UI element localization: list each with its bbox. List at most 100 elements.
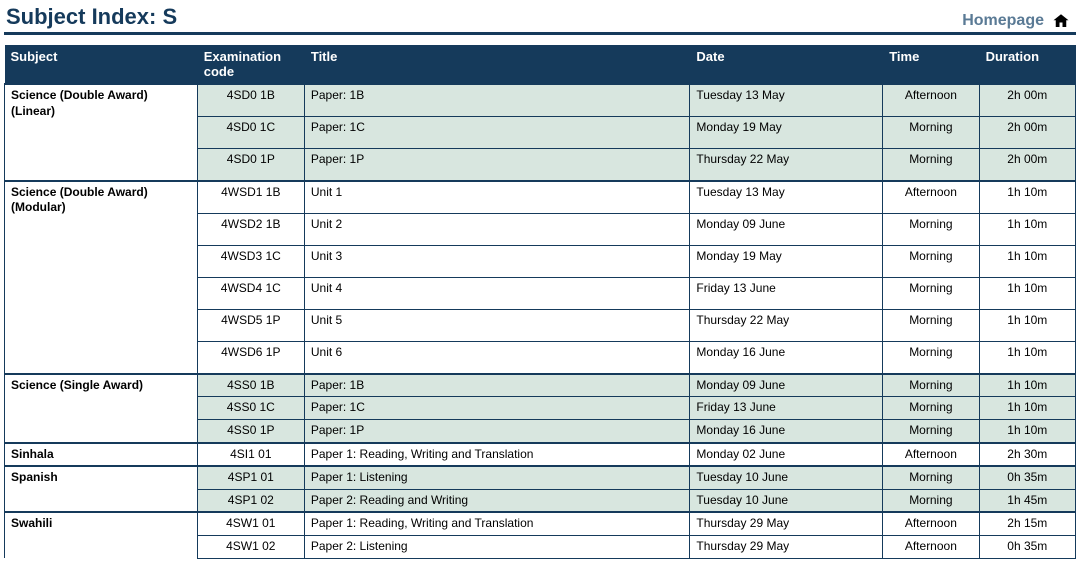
title-cell: Paper: 1B bbox=[304, 374, 690, 397]
time-cell: Morning bbox=[883, 117, 979, 139]
exam-code-cell: 4WSD6 1P bbox=[197, 342, 304, 364]
duration-cell: 1h 10m bbox=[979, 374, 1075, 397]
table-row: Science (Double Award) (Modular)4WSD1 1B… bbox=[5, 181, 1076, 204]
time-cell: Morning bbox=[883, 420, 979, 443]
column-header: Duration bbox=[979, 45, 1075, 84]
exam-code-cell: 4SI1 01 bbox=[197, 443, 304, 467]
time-cell: Morning bbox=[883, 374, 979, 397]
title-cell: Paper 2: Listening bbox=[304, 536, 690, 559]
duration-cell: 1h 10m bbox=[979, 245, 1075, 267]
exam-code-cell: 4WSD2 1B bbox=[197, 213, 304, 235]
home-icon[interactable] bbox=[1052, 12, 1070, 30]
column-header: Subject bbox=[5, 45, 198, 84]
time-cell: Morning bbox=[883, 149, 979, 171]
time-cell: Afternoon bbox=[883, 84, 979, 107]
date-cell: Monday 19 May bbox=[690, 117, 883, 139]
exam-code-cell: 4WSD5 1P bbox=[197, 310, 304, 332]
exam-code-cell: 4SS0 1P bbox=[197, 420, 304, 443]
time-cell: Morning bbox=[883, 213, 979, 235]
subject-cell: Swahili bbox=[5, 512, 198, 558]
time-cell: Afternoon bbox=[883, 181, 979, 204]
table-row: Swahili4SW1 01Paper 1: Reading, Writing … bbox=[5, 512, 1076, 535]
time-cell: Morning bbox=[883, 466, 979, 489]
time-cell: Afternoon bbox=[883, 443, 979, 467]
column-header: Examinationcode bbox=[197, 45, 304, 84]
duration-cell: 1h 10m bbox=[979, 420, 1075, 443]
date-cell: Thursday 22 May bbox=[690, 149, 883, 171]
exam-code-cell: 4WSD3 1C bbox=[197, 245, 304, 267]
date-cell: Tuesday 13 May bbox=[690, 181, 883, 204]
subject-cell: Science (Single Award) bbox=[5, 374, 198, 443]
date-cell: Thursday 29 May bbox=[690, 512, 883, 535]
subject-cell: Spanish bbox=[5, 466, 198, 512]
exam-code-cell: 4SD0 1C bbox=[197, 117, 304, 139]
exam-code-cell: 4SW1 01 bbox=[197, 512, 304, 535]
duration-cell: 1h 45m bbox=[979, 489, 1075, 512]
table-row: Science (Single Award)4SS0 1BPaper: 1BMo… bbox=[5, 374, 1076, 397]
column-header: Date bbox=[690, 45, 883, 84]
date-cell: Friday 13 June bbox=[690, 278, 883, 300]
table-row: Sinhala4SI1 01Paper 1: Reading, Writing … bbox=[5, 443, 1076, 467]
date-cell: Monday 19 May bbox=[690, 245, 883, 267]
title-cell: Paper 1: Reading, Writing and Translatio… bbox=[304, 443, 690, 467]
duration-cell: 2h 00m bbox=[979, 117, 1075, 139]
date-cell: Monday 09 June bbox=[690, 374, 883, 397]
exam-code-cell: 4SS0 1C bbox=[197, 397, 304, 420]
duration-cell: 1h 10m bbox=[979, 213, 1075, 235]
duration-cell: 1h 10m bbox=[979, 181, 1075, 204]
exam-code-cell: 4SP1 02 bbox=[197, 489, 304, 512]
exam-code-cell: 4WSD1 1B bbox=[197, 181, 304, 204]
date-cell: Monday 16 June bbox=[690, 342, 883, 364]
time-cell: Morning bbox=[883, 342, 979, 364]
exam-code-cell: 4SD0 1B bbox=[197, 84, 304, 107]
table-row: Science (Double Award) (Linear)4SD0 1BPa… bbox=[5, 84, 1076, 107]
date-cell: Monday 02 June bbox=[690, 443, 883, 467]
title-cell: Unit 1 bbox=[304, 181, 690, 204]
time-cell: Morning bbox=[883, 310, 979, 332]
subject-cell: Science (Double Award) (Linear) bbox=[5, 84, 198, 181]
duration-cell: 1h 10m bbox=[979, 397, 1075, 420]
exam-code-cell: 4SP1 01 bbox=[197, 466, 304, 489]
homepage-link[interactable]: Homepage bbox=[962, 12, 1044, 30]
subject-cell: Sinhala bbox=[5, 443, 198, 467]
time-cell: Morning bbox=[883, 489, 979, 512]
time-cell: Afternoon bbox=[883, 512, 979, 535]
subject-cell: Science (Double Award) (Modular) bbox=[5, 181, 198, 374]
date-cell: Friday 13 June bbox=[690, 397, 883, 420]
exam-code-cell: 4SD0 1P bbox=[197, 149, 304, 171]
title-cell: Paper: 1B bbox=[304, 84, 690, 107]
duration-cell: 0h 35m bbox=[979, 466, 1075, 489]
time-cell: Morning bbox=[883, 245, 979, 267]
duration-cell: 2h 00m bbox=[979, 84, 1075, 107]
title-cell: Unit 5 bbox=[304, 310, 690, 332]
duration-cell: 2h 30m bbox=[979, 443, 1075, 467]
time-cell: Morning bbox=[883, 397, 979, 420]
column-header: Title bbox=[304, 45, 690, 84]
column-header: Time bbox=[883, 45, 979, 84]
home-area: Homepage bbox=[962, 12, 1070, 30]
title-cell: Paper: 1C bbox=[304, 117, 690, 139]
page-title: Subject Index: S bbox=[6, 4, 177, 30]
title-cell: Paper 2: Reading and Writing bbox=[304, 489, 690, 512]
exam-code-cell: 4WSD4 1C bbox=[197, 278, 304, 300]
title-cell: Paper: 1P bbox=[304, 149, 690, 171]
table-row: Spanish4SP1 01Paper 1: ListeningTuesday … bbox=[5, 466, 1076, 489]
duration-cell: 2h 15m bbox=[979, 512, 1075, 535]
date-cell: Monday 16 June bbox=[690, 420, 883, 443]
exam-code-cell: 4SW1 02 bbox=[197, 536, 304, 559]
title-cell: Paper 1: Listening bbox=[304, 466, 690, 489]
title-cell: Unit 6 bbox=[304, 342, 690, 364]
title-cell: Unit 3 bbox=[304, 245, 690, 267]
duration-cell: 1h 10m bbox=[979, 310, 1075, 332]
date-cell: Thursday 29 May bbox=[690, 536, 883, 559]
date-cell: Tuesday 13 May bbox=[690, 84, 883, 107]
title-cell: Unit 4 bbox=[304, 278, 690, 300]
table-header-row: SubjectExaminationcodeTitleDateTimeDurat… bbox=[5, 45, 1076, 84]
date-cell: Thursday 22 May bbox=[690, 310, 883, 332]
duration-cell: 0h 35m bbox=[979, 536, 1075, 559]
date-cell: Tuesday 10 June bbox=[690, 466, 883, 489]
time-cell: Morning bbox=[883, 278, 979, 300]
title-cell: Paper: 1C bbox=[304, 397, 690, 420]
duration-cell: 2h 00m bbox=[979, 149, 1075, 171]
date-cell: Monday 09 June bbox=[690, 213, 883, 235]
